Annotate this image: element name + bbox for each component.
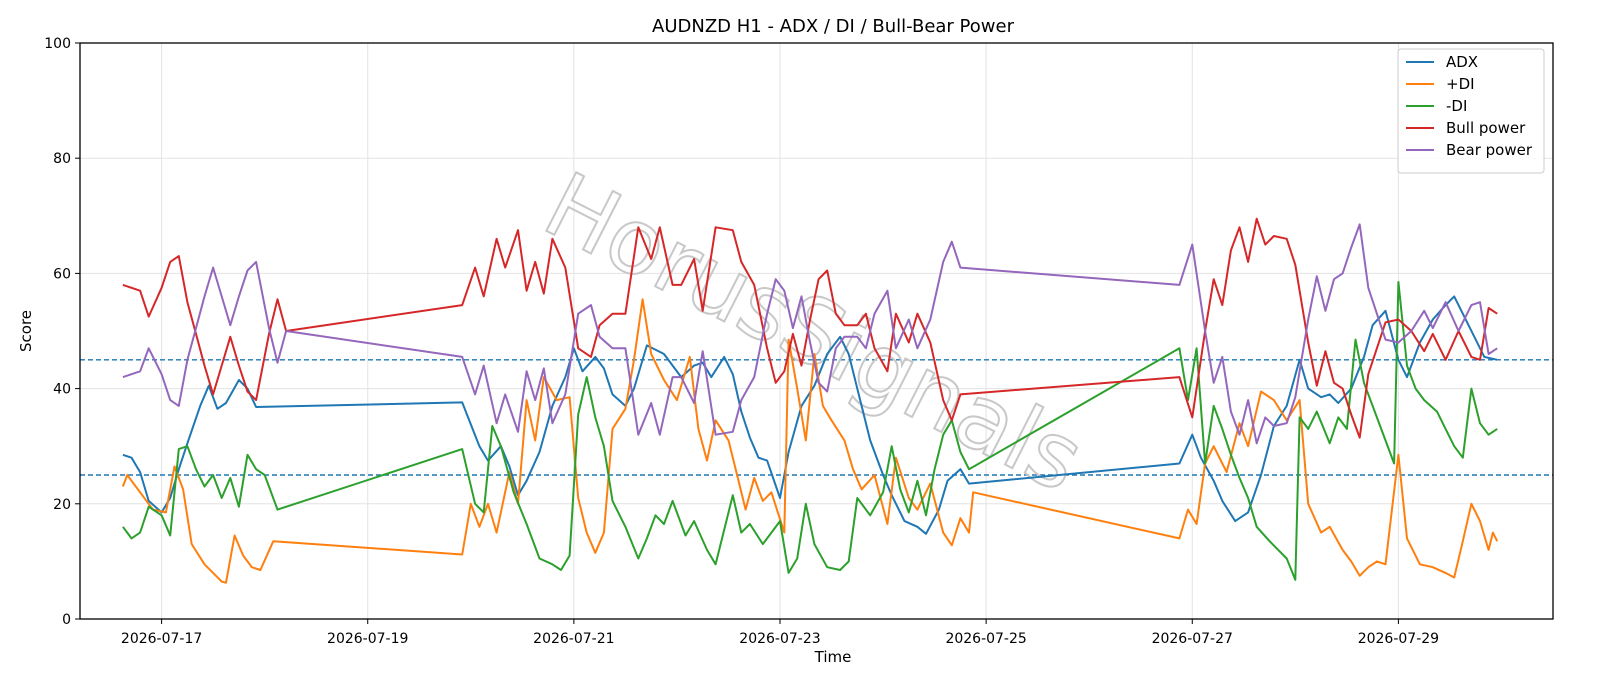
x-tick-label: 2026-07-25 xyxy=(945,631,1026,647)
y-tick-label: 100 xyxy=(44,36,71,52)
x-tick-label: 2026-07-21 xyxy=(533,631,614,647)
y-tick-label: 80 xyxy=(53,151,71,167)
x-tick-label: 2026-07-23 xyxy=(739,631,820,647)
x-axis-title: Time xyxy=(814,648,852,666)
y-axis-title: Score xyxy=(17,310,35,352)
x-tick-label: 2026-07-29 xyxy=(1358,631,1439,647)
x-tick-label: 2026-07-27 xyxy=(1152,631,1233,647)
legend-label: ADX xyxy=(1446,53,1478,71)
y-tick-label: 40 xyxy=(53,382,71,398)
legend-label: Bear power xyxy=(1446,141,1533,159)
y-tick-label: 60 xyxy=(53,266,71,282)
legend-label: +DI xyxy=(1446,75,1475,93)
x-tick-label: 2026-07-17 xyxy=(121,631,202,647)
series-lines xyxy=(121,217,1499,584)
plot-frame xyxy=(79,42,1554,620)
series-line-bear-power xyxy=(122,223,1498,445)
chart-title: AUDNZD H1 - ADX / DI / Bull-Bear Power xyxy=(652,16,1015,37)
legend-label: Bull power xyxy=(1446,119,1526,137)
legend: ADX +DI -DI Bull power Bear power xyxy=(1397,48,1545,174)
series-line-bull-power xyxy=(122,217,1498,439)
y-axis-ticks: 0 20 40 60 80 100 xyxy=(44,36,80,628)
x-tick-label: 2026-07-19 xyxy=(327,631,408,647)
grid xyxy=(80,43,1553,619)
series-line-di xyxy=(121,298,1499,584)
legend-box xyxy=(1397,48,1545,174)
y-tick-label: 20 xyxy=(53,497,71,513)
series-line-adx xyxy=(122,295,1498,535)
reference-lines xyxy=(80,359,1553,476)
y-tick-label: 0 xyxy=(62,612,71,628)
series-line-di xyxy=(122,281,1498,581)
legend-label: -DI xyxy=(1446,97,1467,115)
x-axis-ticks: 2026-07-17 2026-07-19 2026-07-21 2026-07-23… xyxy=(121,619,1439,647)
